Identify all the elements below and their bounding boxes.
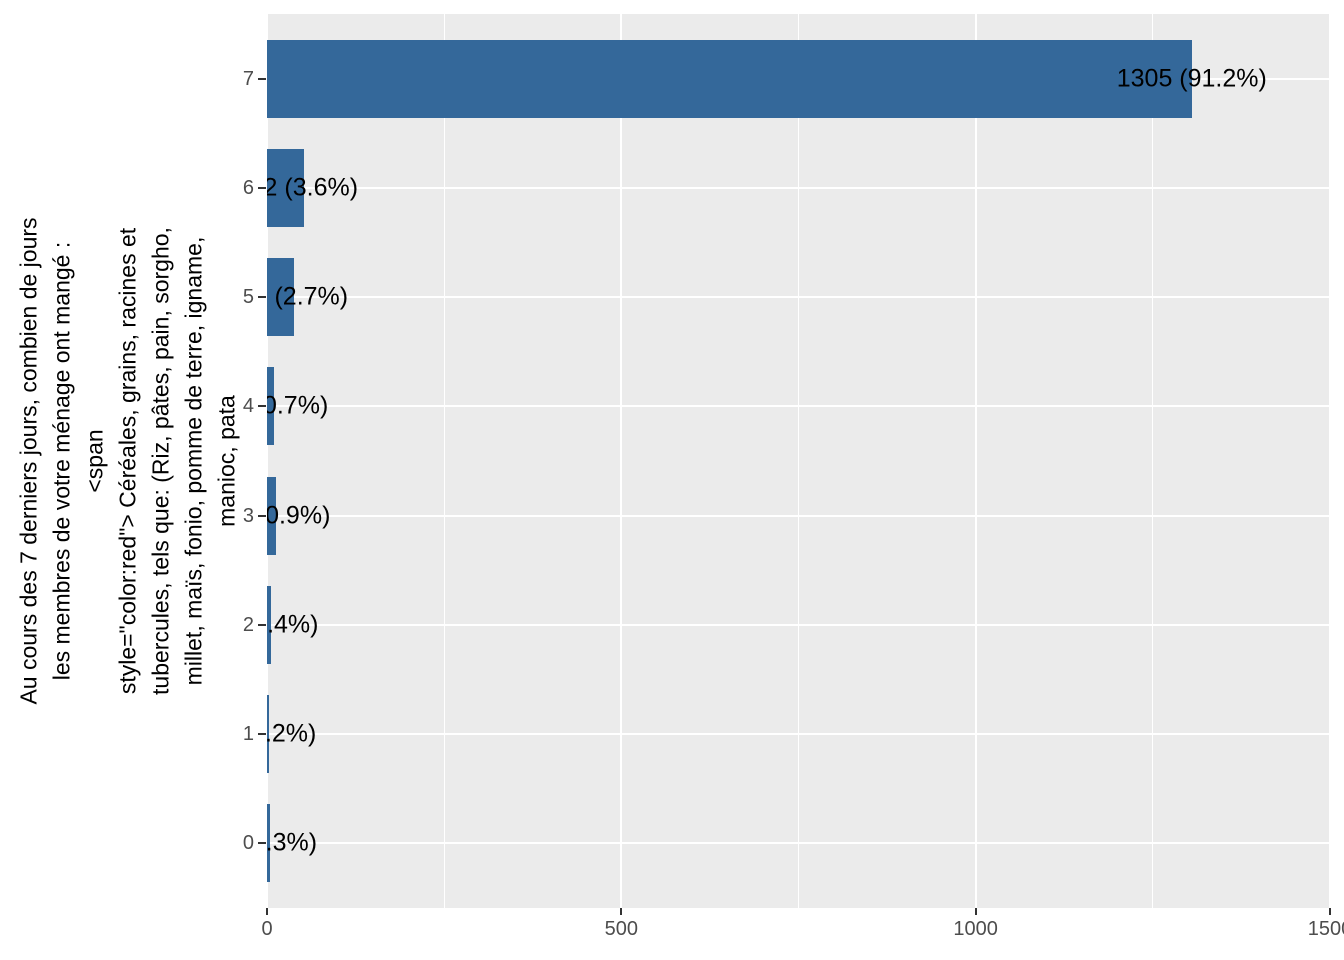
bar <box>267 476 277 555</box>
y-tick-mark <box>258 296 266 299</box>
bar <box>267 803 270 882</box>
gridline-minor-vertical <box>443 14 445 908</box>
x-axis-tick-label: 500 <box>604 918 639 940</box>
y-axis-tick-label: 3 <box>242 504 254 527</box>
gridline-major-horizontal <box>267 623 1330 626</box>
gridline-major-vertical <box>1329 14 1330 908</box>
y-axis-title-line: style="color:red"> Céréales, grains, rac… <box>114 227 141 695</box>
gridline-major-vertical <box>620 14 623 908</box>
bar <box>267 40 1192 119</box>
bar-value-label: 1305 (91.2%) <box>1116 64 1267 93</box>
bar-value-label: 10 (0.7%) <box>267 391 329 420</box>
y-tick-mark <box>258 841 266 844</box>
y-tick-mark <box>258 405 266 408</box>
bar <box>267 258 294 337</box>
y-tick-mark <box>258 514 266 517</box>
y-tick-mark <box>258 78 266 81</box>
y-tick-mark <box>258 732 266 735</box>
y-axis-title: Au cours des 7 derniers jours, combien d… <box>13 11 244 911</box>
gridline-minor-vertical <box>1152 14 1154 908</box>
bar-value-label: 4 (0.3%) <box>267 828 318 857</box>
y-axis-tick-label: 6 <box>242 177 254 200</box>
x-axis-tick-label: 1500 <box>1307 918 1344 940</box>
plot-panel: 1305 (91.2%) 52 (3.6%) 38 (2.7%) 10 (0.7%) 1… <box>267 14 1330 908</box>
y-axis-title-line: millet, maïs, fonio, pomme de terre, ign… <box>180 236 207 686</box>
gridline-minor-vertical <box>798 14 799 908</box>
y-axis-tick-label: 4 <box>242 395 254 418</box>
y-axis-title-line: tubercules, tels que: (Riz, pâtes, pain,… <box>147 227 174 695</box>
bar-value-label: 38 (2.7%) <box>267 282 349 311</box>
bar-value-label: 3 (0.2%) <box>267 719 317 748</box>
bar <box>267 585 272 664</box>
bar-value-label: 6 (0.4%) <box>267 610 319 639</box>
x-axis-tick-label: 0 <box>261 918 273 940</box>
y-tick-mark <box>258 623 266 626</box>
y-axis-title-line: manioc, pata <box>213 395 240 527</box>
gridline-major-horizontal <box>267 187 1330 190</box>
bar-value-label: 52 (3.6%) <box>267 173 359 202</box>
gridline-major-horizontal <box>267 514 1330 517</box>
x-tick-mark <box>1329 908 1331 915</box>
y-axis-tick-label: 1 <box>242 722 254 745</box>
bar <box>267 149 304 228</box>
bar <box>267 694 270 773</box>
gridline-major-horizontal <box>267 841 1330 844</box>
y-tick-mark <box>258 187 266 190</box>
bar-value-label: 13 (0.9%) <box>267 501 331 529</box>
y-axis-tick-label: 7 <box>242 68 254 91</box>
x-tick-mark <box>620 908 623 915</box>
gridline-major-vertical <box>267 14 268 908</box>
y-axis-title-line: les membres de votre ménage ont mangé : <box>48 241 75 681</box>
gridline-major-horizontal <box>267 296 1330 299</box>
y-axis-tick-label: 2 <box>242 613 254 636</box>
y-axis-tick-label: 0 <box>242 831 254 854</box>
y-axis-title-line: Au cours des 7 derniers jours, combien d… <box>15 217 42 705</box>
x-tick-mark <box>266 908 268 915</box>
gridline-major-horizontal <box>267 732 1330 735</box>
y-axis-title-line: <span <box>81 429 108 493</box>
gridline-major-horizontal <box>267 405 1330 408</box>
bar <box>267 367 275 446</box>
gridline-major-vertical <box>974 14 977 908</box>
y-axis-tick-label: 5 <box>242 286 254 309</box>
x-axis-tick-label: 1000 <box>953 918 998 940</box>
x-tick-mark <box>974 908 977 915</box>
